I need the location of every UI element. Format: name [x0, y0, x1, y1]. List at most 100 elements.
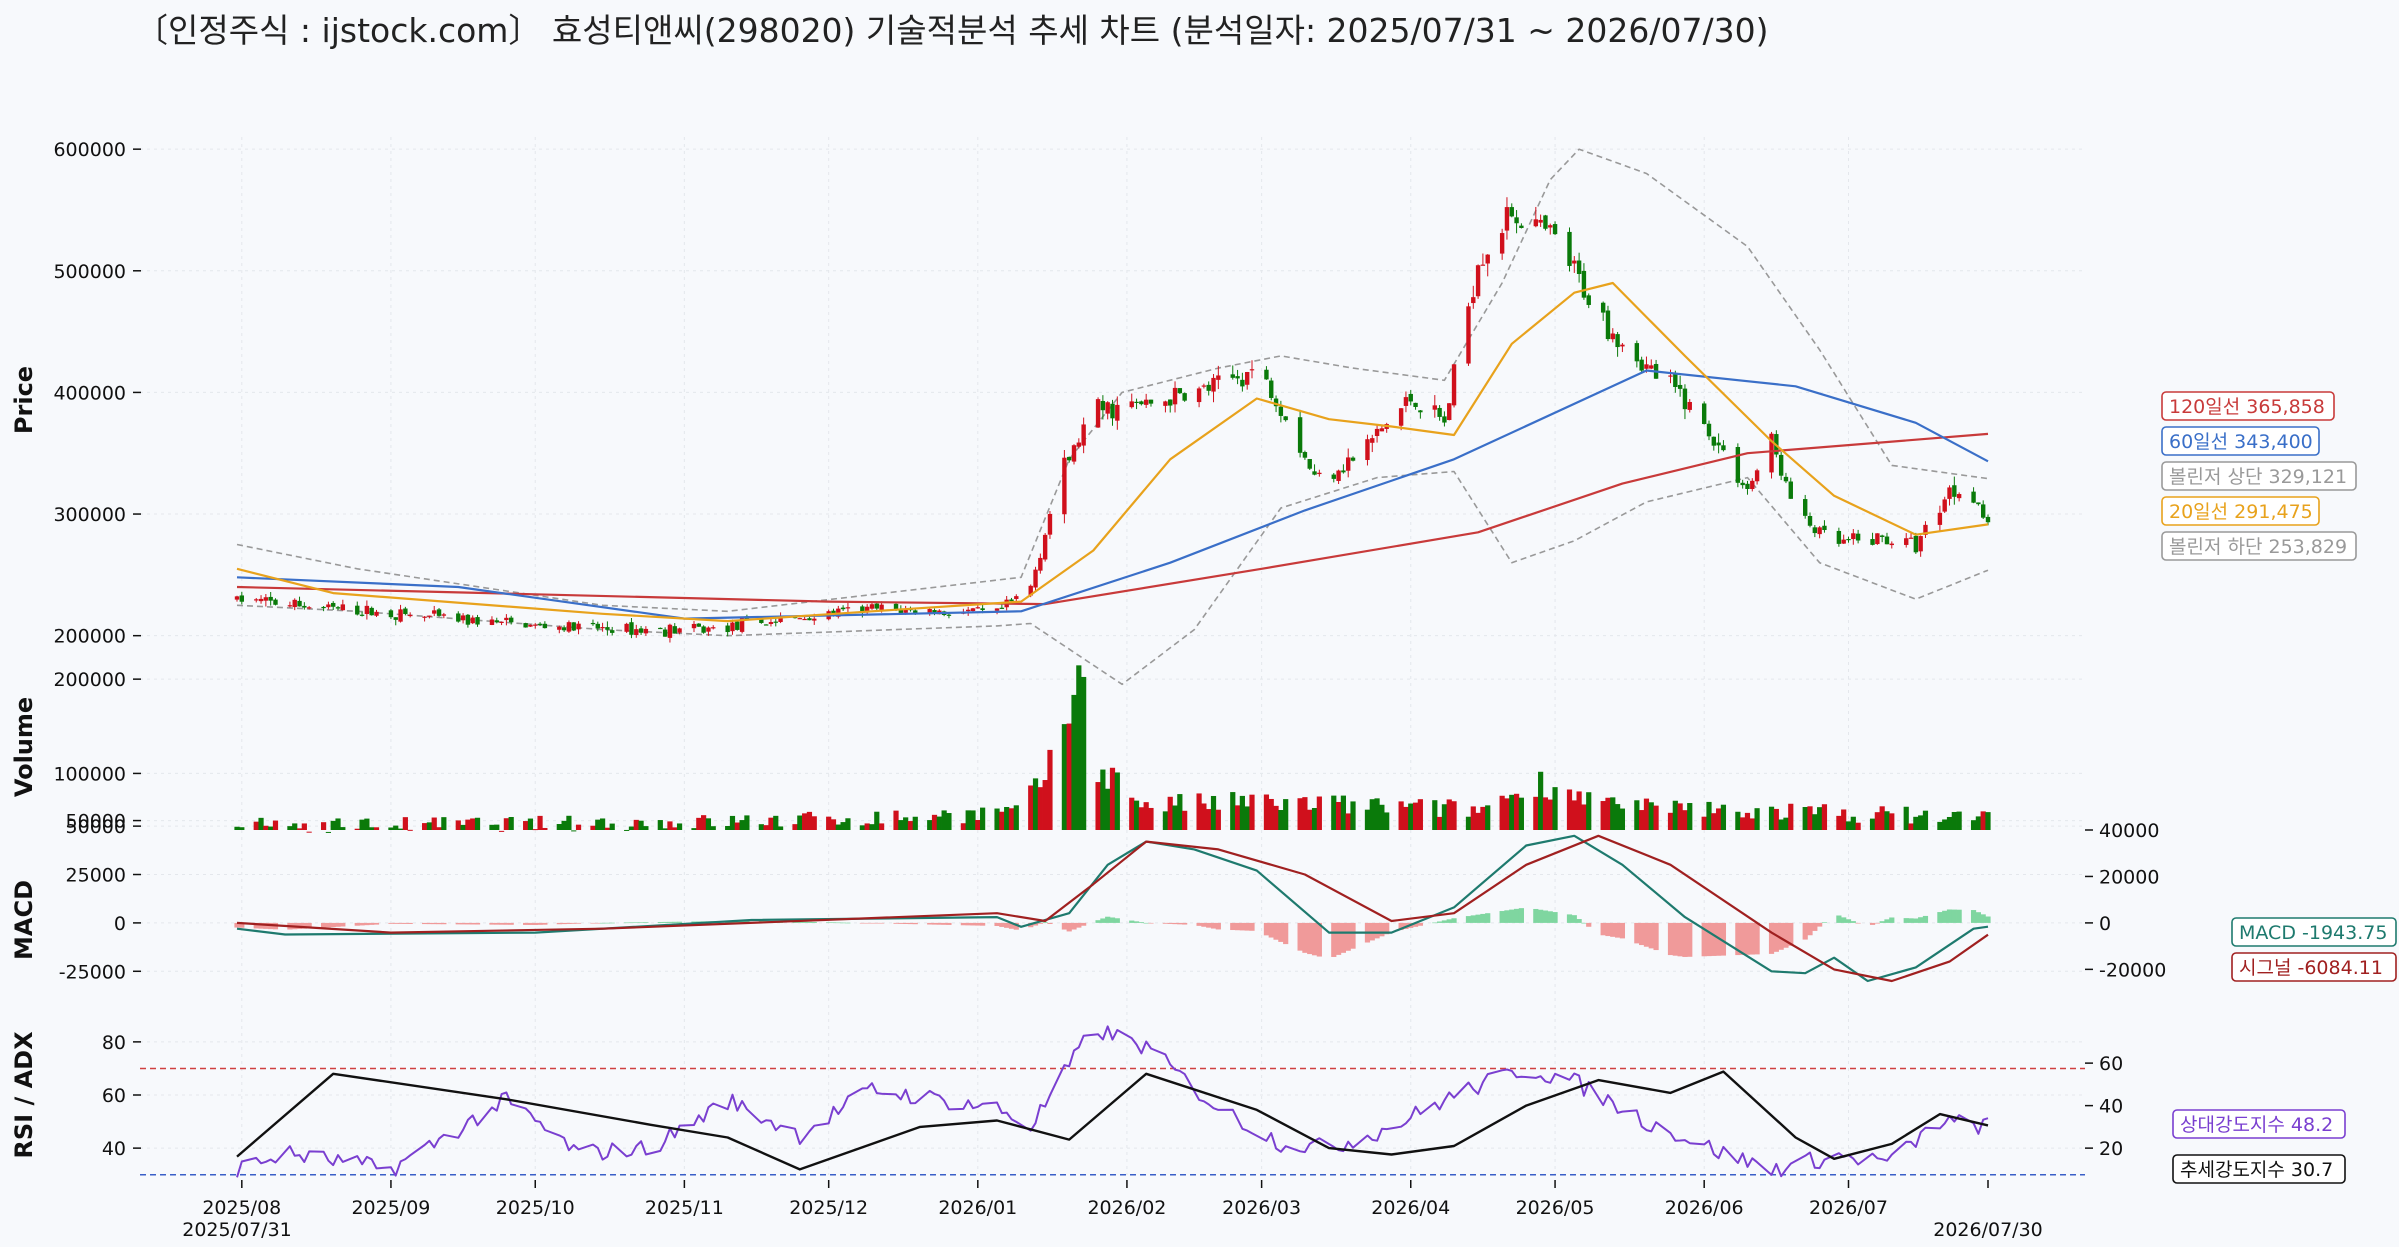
- candle-body: [1110, 403, 1115, 419]
- volume-bar: [1177, 794, 1183, 830]
- macd-histogram-bar: [1350, 922, 1356, 949]
- volume-bar: [1903, 806, 1909, 830]
- macd-histogram-bar: [1533, 908, 1539, 923]
- candle-body: [1947, 487, 1952, 499]
- volume-bar: [999, 811, 1005, 830]
- candle-body: [913, 610, 918, 613]
- candle-body: [1639, 359, 1644, 371]
- candle-body: [432, 610, 437, 614]
- macd-line: [236, 834, 1989, 983]
- candle-body: [258, 598, 264, 602]
- candle-body: [1538, 219, 1543, 223]
- volume-bar: [1677, 803, 1683, 830]
- volume-bar: [1538, 771, 1544, 830]
- macd-histogram-bar: [1331, 922, 1337, 957]
- candle-body: [1769, 433, 1774, 473]
- candle-body: [1572, 260, 1577, 264]
- price-y-tick-label: 200000: [53, 626, 126, 648]
- macd-histogram-bar: [1032, 922, 1039, 926]
- macd-histogram-bar: [1922, 915, 1929, 923]
- candle-body: [407, 614, 413, 617]
- candle-body: [1115, 404, 1120, 421]
- macd-histogram-bar: [835, 922, 841, 924]
- macd-histogram-bar: [811, 921, 817, 923]
- macd-histogram-bar: [1975, 912, 1981, 923]
- macd-histogram-bar: [1278, 922, 1284, 942]
- macd-histogram-bar: [1432, 922, 1438, 924]
- macd-histogram-bar: [1465, 916, 1472, 923]
- x-tick-label: 2026/05: [1516, 1197, 1595, 1219]
- macd-histogram-bar: [1571, 915, 1577, 923]
- macd-histogram-bar: [1677, 922, 1683, 957]
- legend-ma120-box: [2161, 391, 2335, 421]
- macd-histogram-bar: [1735, 922, 1741, 956]
- candle-body: [1331, 474, 1336, 479]
- volume-bar: [936, 816, 942, 830]
- volume-bar: [268, 826, 274, 830]
- candle-body: [1581, 270, 1587, 298]
- candle-body: [1687, 401, 1692, 410]
- macd-histogram-bar: [1398, 922, 1404, 931]
- legend-bb-lower-label: 볼린저 하단 253,829: [2169, 536, 2347, 558]
- macd-histogram-bar: [1855, 922, 1861, 924]
- macd-histogram-bar: [931, 922, 938, 925]
- candle-body: [730, 622, 735, 632]
- volume-bar: [498, 830, 505, 832]
- macd-histogram-bar: [489, 922, 495, 925]
- macd-histogram-bar: [1268, 922, 1274, 938]
- volume-bar: [1720, 804, 1727, 830]
- macd-histogram-bar: [1768, 922, 1775, 954]
- volume-bar: [1788, 803, 1794, 830]
- macd-histogram-bar: [1841, 917, 1847, 923]
- macd-histogram-bar: [306, 922, 312, 929]
- candle-body: [706, 627, 711, 632]
- volume-bar: [489, 824, 495, 830]
- volume-axis-label: Volume: [10, 697, 38, 797]
- macd-histogram-bar: [1451, 918, 1457, 923]
- volume-bar: [359, 819, 365, 830]
- macd-histogram-bar: [1311, 922, 1318, 956]
- macd-histogram-bar: [503, 922, 509, 925]
- volume-bar: [1682, 810, 1688, 830]
- adx-line: [236, 1070, 1989, 1171]
- volume-bar: [1201, 803, 1207, 830]
- macd-histogram-bar: [1812, 922, 1818, 931]
- candle-body: [965, 609, 971, 612]
- candle-body: [802, 618, 807, 621]
- volume-bar: [1196, 793, 1202, 830]
- candle-body: [1273, 398, 1279, 407]
- macd-histogram-bar: [965, 922, 971, 926]
- volume-bar: [1475, 812, 1481, 830]
- macd-histogram-bar: [1441, 920, 1448, 923]
- candle-body: [436, 609, 442, 616]
- volume-bar: [903, 817, 909, 830]
- volume-bar: [1239, 795, 1245, 830]
- macd-histogram-bar: [590, 922, 596, 924]
- volume-bar: [1230, 792, 1236, 830]
- macd-histogram-bar: [494, 922, 500, 925]
- candle-body: [677, 628, 682, 633]
- volume-bar: [1913, 816, 1919, 830]
- macd-histogram-bar: [1283, 922, 1289, 945]
- macd-histogram-bar: [1903, 918, 1909, 923]
- macd-histogram-bar: [1634, 922, 1640, 944]
- candle-body: [1682, 388, 1688, 410]
- macd-histogram-bar: [1869, 922, 1876, 925]
- candle-body: [763, 624, 769, 626]
- candle-body: [1413, 402, 1418, 407]
- volume-bar: [1129, 797, 1135, 830]
- candle-body: [475, 617, 480, 625]
- candle-body: [1783, 476, 1789, 482]
- volume-bar: [1350, 801, 1356, 830]
- macd-histogram-bar: [1081, 922, 1087, 926]
- volume-bar: [864, 823, 870, 830]
- macd-histogram-bar: [1201, 922, 1207, 927]
- volume-bar: [431, 817, 437, 830]
- volume-bar: [1081, 676, 1087, 830]
- price-axis-label: Price: [10, 366, 38, 434]
- volume-bar: [426, 822, 433, 830]
- volume-bar: [1109, 767, 1116, 830]
- volume-bar: [729, 815, 736, 830]
- candle-body: [1365, 439, 1370, 461]
- grid-lines: [140, 137, 2085, 1175]
